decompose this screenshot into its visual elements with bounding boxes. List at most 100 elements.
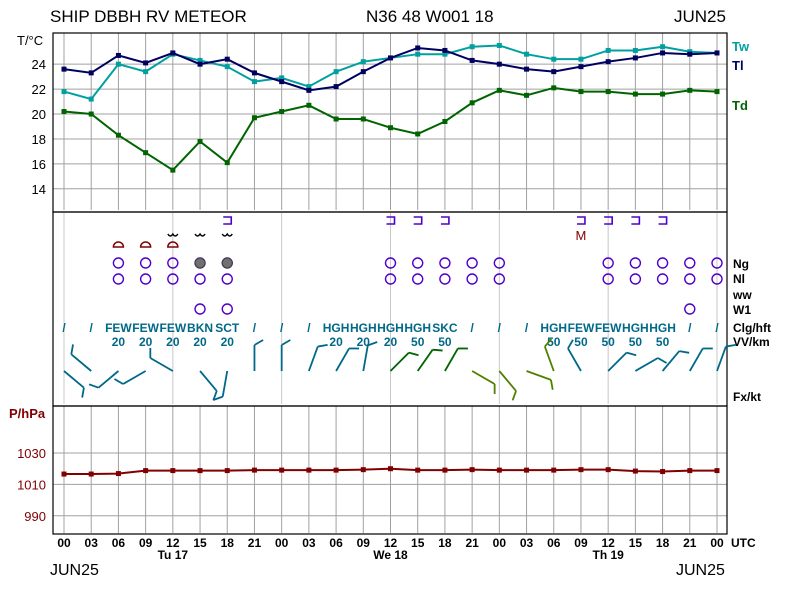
cloud-code-label: /: [525, 321, 529, 335]
data-point-tl: [415, 45, 421, 51]
data-point-tl: [660, 50, 666, 56]
temp-tick-label: 20: [32, 107, 46, 122]
legend-tl: Tl: [732, 58, 744, 73]
pressure-frame: [52, 405, 728, 535]
cloud-code-label: /: [90, 321, 94, 335]
cloud-cover-low-icon: [684, 273, 696, 285]
past-weather-icon: [221, 303, 233, 315]
data-point-tw: [306, 84, 312, 90]
visibility-value: 20: [193, 335, 207, 349]
wind-barb-shaft: [199, 370, 218, 392]
cloud-cover-total-icon: [602, 257, 614, 269]
hour-tick-label: 09: [139, 536, 153, 550]
weather-shower-symbol: M: [576, 228, 587, 243]
hour-tick-label: 18: [656, 536, 670, 550]
time-axis: 00 03 06 09 12 15 18 21 00 03 06 09 12 15 18 21 00 03 06 09…: [57, 536, 756, 562]
cloud-cover-low-icon: [221, 273, 233, 285]
data-point-pressure: [88, 471, 94, 477]
hour-tick-label: 03: [302, 536, 316, 550]
past-weather-icon: [684, 303, 696, 315]
panel-frames: [52, 32, 728, 535]
cloud-code-label: HGH: [323, 321, 350, 335]
visibility-value: 20: [221, 335, 235, 349]
wind-barb-shaft: [567, 348, 582, 372]
data-point-tl: [143, 60, 149, 66]
data-point-pressure: [115, 471, 121, 477]
visibility-value: 50: [656, 335, 670, 349]
data-point-td: [279, 109, 285, 115]
high-cloud-mark: [386, 216, 396, 225]
wind-barb-shaft: [471, 370, 496, 385]
cloud-code-label: /: [688, 321, 692, 335]
pressure-tick-label: 1030: [17, 446, 46, 461]
wind-barb-shaft: [498, 370, 517, 392]
wind-barb-shaft: [362, 345, 369, 372]
wind-barb-feather: [317, 343, 328, 348]
cloud-cover-low-icon: [194, 273, 206, 285]
wind-barb-shaft: [149, 357, 174, 372]
cloud-cover-total-icon: [112, 257, 125, 269]
wind-barb-feather: [213, 395, 224, 401]
station-row-label: VV/km: [733, 335, 770, 349]
pressure-tick-label: 990: [24, 509, 46, 524]
cloud-code-label: HGH: [540, 321, 567, 335]
data-point-pressure: [551, 467, 557, 473]
data-point-td: [197, 138, 203, 144]
wind-barb-feather: [81, 387, 85, 398]
wind-barb-shaft: [97, 370, 119, 389]
station-row-label: Fx/kt: [733, 390, 761, 404]
data-point-tl: [251, 70, 257, 76]
data-point-tl: [551, 69, 557, 75]
hour-tick-label: 15: [411, 536, 425, 550]
data-point-td: [632, 91, 638, 97]
weather-haze-symbol: [112, 241, 125, 248]
cloud-code-label: /: [715, 321, 719, 335]
cloud-code-label: SCT: [215, 321, 240, 335]
data-point-pressure: [524, 467, 530, 473]
visibility-value: 50: [601, 335, 615, 349]
footer-month-left: JUN25: [50, 562, 99, 579]
station-row-label: Clg/hft: [733, 321, 771, 335]
hour-tick-label: 15: [193, 536, 207, 550]
cloud-code-label: FEW: [568, 321, 595, 335]
data-point-tw: [115, 61, 121, 67]
data-point-tw: [251, 79, 257, 85]
data-point-td: [714, 89, 720, 95]
data-point-tw: [61, 89, 67, 95]
data-point-tl: [333, 84, 339, 90]
temp-tick-label: 18: [32, 132, 46, 147]
wind-barb-shaft: [526, 370, 552, 381]
wind-barb-feather: [408, 351, 419, 357]
data-point-td: [687, 87, 693, 93]
cloud-code-label: BKN: [187, 321, 213, 335]
pressure-panel: 990 1010 1030 P/hPa: [9, 406, 720, 524]
data-point-pressure: [714, 468, 720, 474]
footer-month-right: JUN25: [676, 562, 725, 579]
visibility-value: 50: [629, 335, 643, 349]
weather-mist-symbol: [221, 232, 233, 237]
cloud-cover-filled-icon: [194, 257, 206, 269]
temp-tick-label: 22: [32, 82, 46, 97]
cloud-code-label: /: [498, 321, 502, 335]
wind-barb-feather: [550, 379, 554, 390]
data-point-tw: [442, 51, 448, 57]
data-point-td: [143, 150, 149, 156]
high-cloud-mark: [413, 216, 423, 225]
hour-tick-label: 21: [683, 536, 697, 550]
data-point-pressure: [687, 468, 693, 474]
temperature-panel: 14 16 18 20 22 24 T/°C Tw Tl Td: [17, 33, 750, 197]
wind-barb-shaft: [63, 370, 85, 389]
data-point-td: [251, 115, 257, 121]
cloud-cover-total-icon: [466, 257, 478, 269]
cloud-cover-low-icon: [602, 273, 614, 285]
data-point-tl: [496, 61, 502, 67]
cloud-code-label: /: [470, 321, 474, 335]
hour-tick-label: 09: [357, 536, 371, 550]
temp-axis-label: T/°C: [17, 33, 43, 48]
data-point-tl: [61, 66, 67, 72]
cloud-code-label: /: [62, 321, 66, 335]
cloud-cover-low-icon: [167, 273, 179, 285]
visibility-value: 20: [384, 335, 398, 349]
wind-barb-feather: [679, 350, 690, 354]
